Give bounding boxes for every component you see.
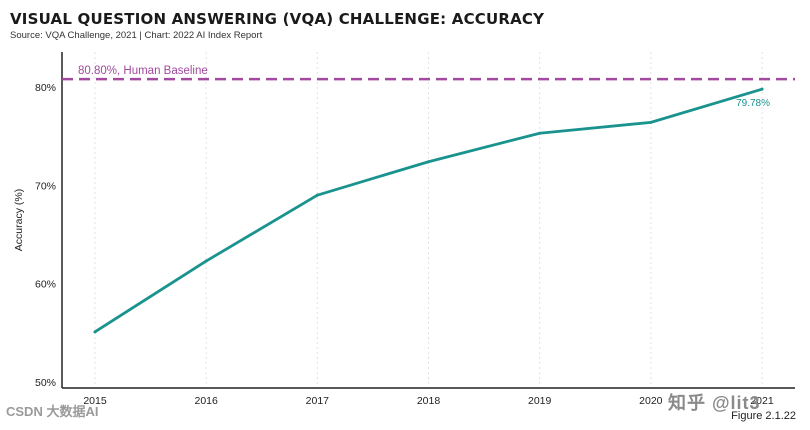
x-tick-label-2018: 2018 <box>417 395 441 407</box>
watermark-left: CSDN 大数据AI <box>6 404 99 419</box>
y-axis-label: Accuracy (%) <box>13 189 25 251</box>
figure-label: Figure 2.1.22 <box>731 410 796 422</box>
data-point-2015 <box>93 330 97 334</box>
data-point-2018 <box>427 160 430 164</box>
chart-title: VISUAL QUESTION ANSWERING (VQA) CHALLENG… <box>10 10 545 28</box>
x-tick-label-2020: 2020 <box>639 395 663 407</box>
y-tick-label-80: 80% <box>35 82 56 94</box>
y-tick-label-50: 50% <box>35 377 56 389</box>
data-point-2017 <box>315 193 319 197</box>
data-point-2019 <box>538 131 542 135</box>
tick-labels: 50% 60% 70% 80% 2015 2016 2017 2018 2019 2020 2021… <box>13 82 774 407</box>
y-tick-label-70: 70% <box>35 180 56 192</box>
series-layer: 79.78% <box>93 87 770 334</box>
human-baseline-reference: 80.80%, Human Baseline <box>62 65 795 81</box>
axes <box>61 52 795 389</box>
x-tick-label-2015: 2015 <box>83 395 107 407</box>
chart-subtitle: Source: VQA Challenge, 2021 | Chart: 202… <box>10 30 263 41</box>
x-tick-label-2016: 2016 <box>194 395 218 407</box>
grid-lines <box>94 52 763 388</box>
series-line-0 <box>93 87 764 334</box>
x-tick-label-2019: 2019 <box>528 395 552 407</box>
watermark-right: 知乎 @lit3 <box>668 393 761 413</box>
data-point-2020 <box>649 120 653 124</box>
data-point-2021 <box>760 87 764 91</box>
human-baseline-label: 80.80%, Human Baseline <box>78 65 208 77</box>
x-tick-label-2017: 2017 <box>306 395 330 407</box>
data-point-2016 <box>204 259 208 263</box>
y-tick-label-60: 60% <box>35 279 56 291</box>
x-tick-label-2021: 2021 <box>750 395 774 407</box>
end-value-label: 79.78% <box>736 98 770 109</box>
